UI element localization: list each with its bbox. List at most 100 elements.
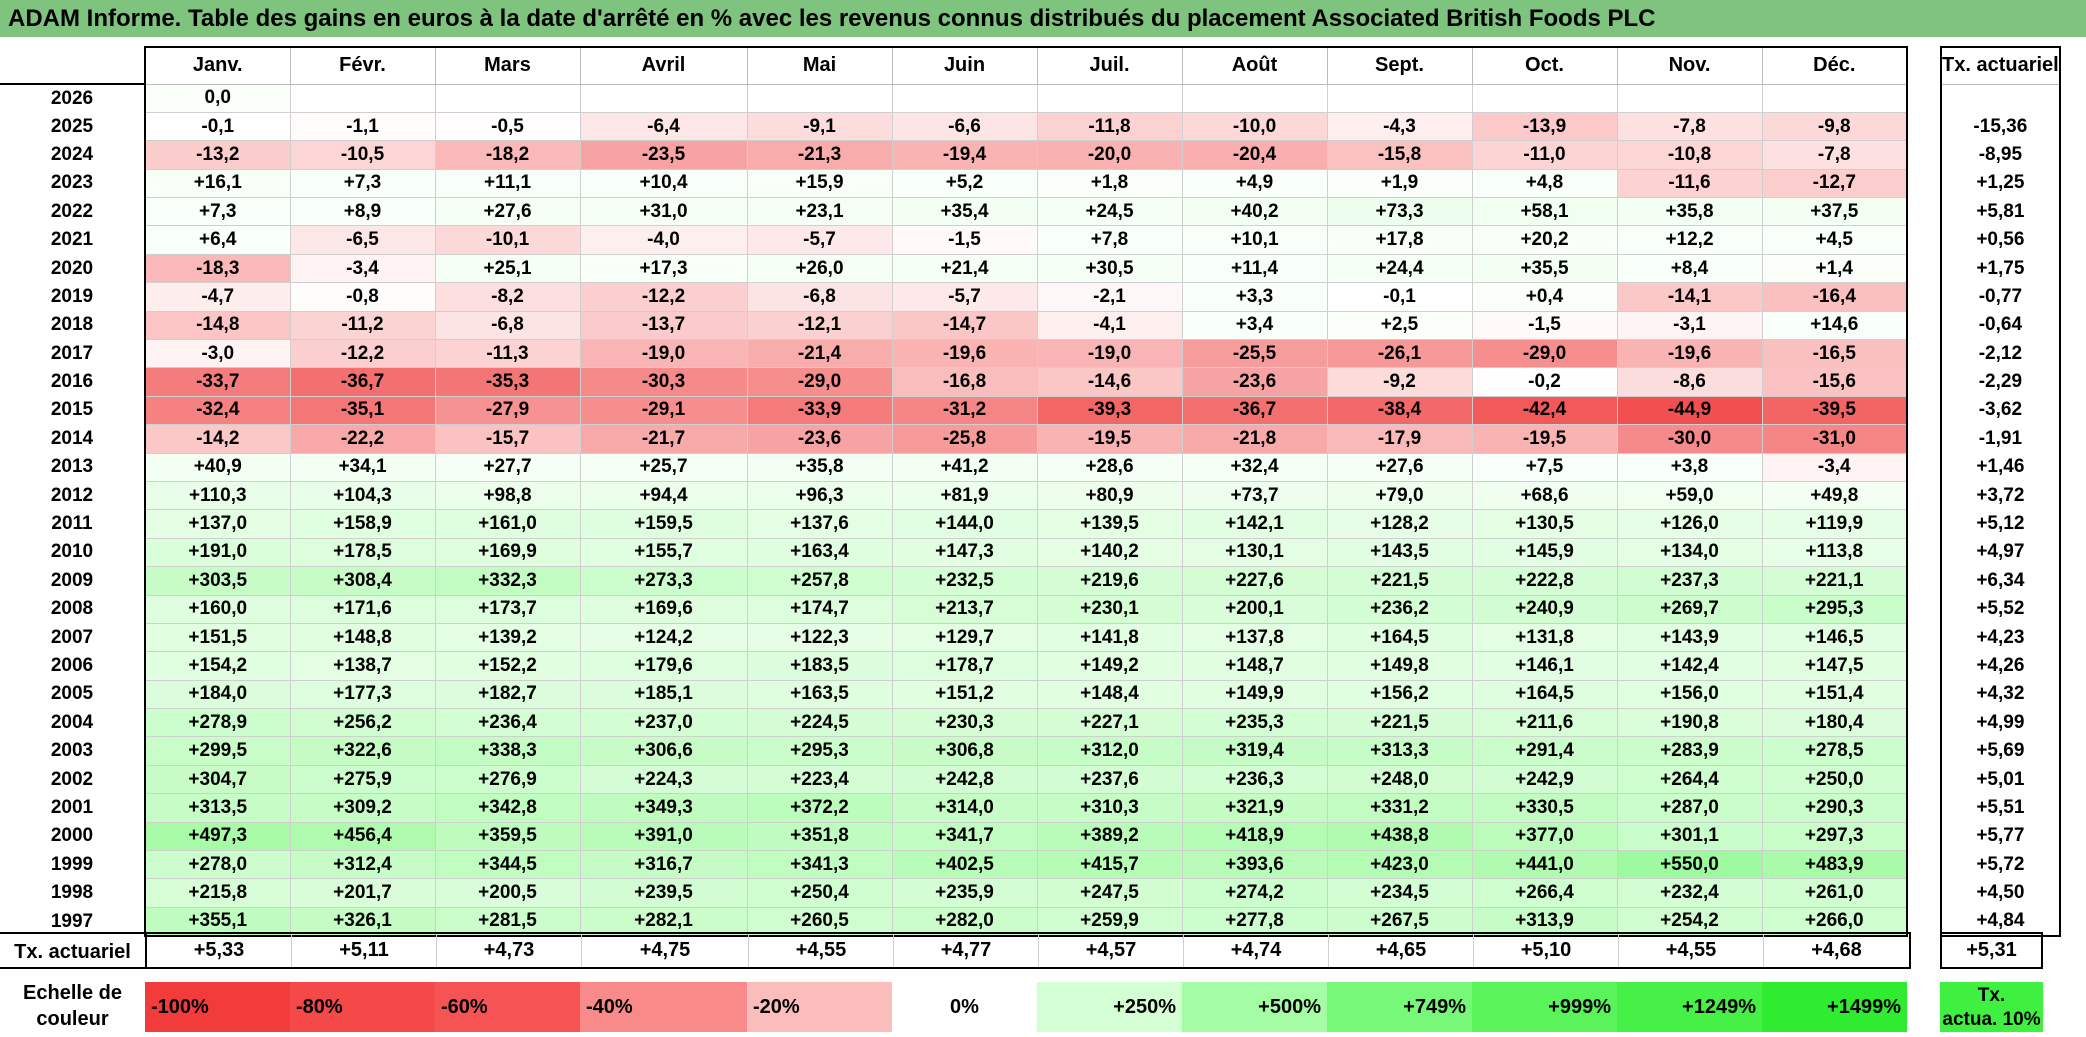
value-cell: -23,6 (746, 424, 893, 454)
year-cell: 2009 (50, 569, 94, 591)
color-scale-label: Echelle de couleur (0, 978, 145, 1034)
value-cell: +163,5 (746, 679, 893, 710)
value-cell: -29,0 (1471, 339, 1618, 369)
year-cell: 2013 (50, 456, 94, 478)
value-cell: +139,2 (434, 622, 581, 653)
value-cell: +297,3 (1761, 821, 1908, 852)
value-cell: -26,1 (1326, 339, 1473, 369)
value-cell: +438,8 (1326, 821, 1473, 852)
value-cell: +200,1 (1181, 594, 1328, 624)
value-cell: +221,5 (1326, 708, 1473, 738)
table-row: 2006 +154,2 +138,7 +152,2 +179,6 +183,5 +178,7… (0, 651, 1908, 681)
value-cell: -38,4 (1326, 395, 1473, 426)
value-cell: +306,6 (579, 736, 748, 766)
value-cell: -0,1 (1326, 282, 1473, 312)
totals-cell: +4,55 (749, 934, 894, 967)
value-cell: +143,5 (1326, 537, 1473, 568)
value-cell: +178,7 (891, 651, 1038, 681)
value-cell: -6,8 (434, 310, 581, 341)
value-cell: +230,1 (1036, 594, 1183, 624)
table-row: 2021 +6,4 -6,5 -10,1 -4,0 -5,7 -1,5 +7,8 +10,1 +1… (0, 225, 1908, 255)
value-cell: -5,7 (891, 282, 1038, 312)
value-cell: +402,5 (891, 850, 1038, 880)
value-cell: +287,0 (1616, 793, 1763, 823)
value-cell: -14,1 (1616, 282, 1763, 312)
value-cell: +161,0 (434, 509, 581, 539)
value-cell: +15,9 (746, 168, 893, 199)
value-cell: +235,9 (891, 878, 1038, 908)
value-cell: +222,8 (1471, 566, 1618, 596)
value-cell: +138,7 (289, 651, 436, 681)
value-cell: -13,9 (1471, 111, 1618, 142)
value-cell: +131,8 (1471, 622, 1618, 653)
value-cell: -19,4 (891, 140, 1038, 170)
value-cell: -31,0 (1761, 424, 1908, 454)
value-cell: +148,8 (289, 622, 436, 653)
value-cell: +278,5 (1761, 736, 1908, 766)
value-cell: +25,7 (579, 452, 748, 482)
color-scale-tx-line1: Tx. (1977, 985, 2006, 1006)
value-cell: +14,6 (1761, 310, 1908, 341)
value-cell: +316,7 (579, 850, 748, 880)
value-cell: -16,5 (1761, 339, 1908, 369)
value-cell: +185,1 (579, 679, 748, 710)
year-cell: 2026 (0, 82, 145, 113)
totals-label: Tx. actuariel (0, 932, 145, 969)
table-row: 2002 +304,7 +275,9 +276,9 +224,3 +223,4 +242,8… (0, 764, 1908, 795)
value-cell: +282,0 (891, 906, 1038, 937)
value-cell: +174,7 (746, 594, 893, 624)
value-cell: +156,0 (1616, 679, 1763, 710)
value-cell: +163,4 (746, 537, 893, 568)
value-cell: +73,7 (1181, 480, 1328, 511)
value-cell: +299,5 (144, 736, 291, 766)
value-cell: +277,8 (1181, 906, 1328, 937)
value-cell: -8,2 (434, 282, 581, 312)
value-cell: -30,0 (1616, 424, 1763, 454)
value-cell: -3,4 (1761, 452, 1908, 482)
table-row: 2011 +137,0 +158,9 +161,0 +159,5 +137,6 +144,0… (0, 509, 1908, 539)
value-cell: -11,2 (289, 310, 436, 341)
value-cell: +159,5 (579, 509, 748, 539)
value-cell: +113,8 (1761, 537, 1908, 568)
value-cell: +3,4 (1181, 310, 1328, 341)
table-row: 2020 -18,3 -3,4 +25,1 +17,3 +26,0 +21,4 +30,5 +1… (0, 253, 1908, 284)
value-cell: -4,1 (1036, 310, 1183, 341)
totals-cell: +4,77 (894, 934, 1039, 967)
table-row: 2005 +184,0 +177,3 +182,7 +185,1 +163,5 +151,2… (0, 679, 1908, 710)
year-cell: 2016 (50, 371, 94, 393)
value-cell: +283,9 (1616, 736, 1763, 766)
value-cell (579, 83, 748, 113)
value-cell: +23,1 (746, 197, 893, 227)
month-header: Sept. (1326, 46, 1473, 85)
value-cell: -10,1 (434, 225, 581, 255)
value-cell: +319,4 (1181, 736, 1328, 766)
year-cell: 1998 (50, 882, 94, 904)
year-cell: 2011 (51, 513, 93, 535)
value-cell: +497,3 (144, 821, 291, 852)
value-cell: +191,0 (144, 537, 291, 568)
value-cell: +389,2 (1036, 821, 1183, 852)
value-cell: +17,3 (579, 253, 748, 284)
value-cell: +1,8 (1036, 168, 1183, 199)
report-title: ADAM Informe. Table des gains en euros à… (0, 0, 2086, 37)
month-header: Juin (891, 46, 1038, 85)
value-cell: -12,2 (289, 339, 436, 369)
value-cell: -21,4 (746, 339, 893, 369)
value-cell: +3,8 (1616, 452, 1763, 482)
value-cell: +184,0 (144, 679, 291, 710)
tx-cell: +4,84 (1940, 907, 2061, 937)
value-cell: +201,7 (289, 878, 436, 908)
tx-cell: -2,12 (1940, 339, 2061, 368)
value-cell: +304,7 (144, 764, 291, 795)
value-cell: +31,0 (579, 197, 748, 227)
value-cell: +35,8 (1616, 197, 1763, 227)
tx-cell: +5,69 (1940, 736, 2061, 766)
value-cell: -1,5 (1471, 310, 1618, 341)
table-row: 2026 0,0 (0, 82, 1908, 113)
value-cell: +250,4 (746, 878, 893, 908)
value-cell: -2,1 (1036, 282, 1183, 312)
value-cell: +160,0 (144, 594, 291, 624)
month-header: Août (1181, 46, 1328, 85)
value-cell: +236,4 (434, 708, 581, 738)
value-cell: +330,5 (1471, 793, 1618, 823)
